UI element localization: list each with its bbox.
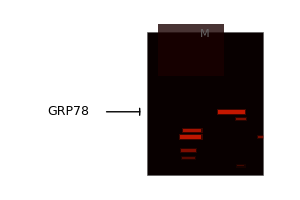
Bar [218,110,245,114]
Bar [181,149,196,152]
Bar [182,157,195,159]
Bar [217,109,246,115]
Bar [179,134,203,140]
Bar [181,156,196,160]
Bar [158,22,224,76]
Bar [257,135,264,139]
Bar [182,128,202,133]
Bar [238,165,244,166]
Text: M: M [200,29,210,39]
Bar [236,164,246,168]
Bar [235,117,247,121]
Bar [181,135,201,139]
Bar [180,148,197,153]
Bar [183,129,201,132]
Text: GRP78: GRP78 [47,105,89,118]
Bar [236,118,246,120]
Bar [147,32,263,175]
Bar [258,136,263,138]
